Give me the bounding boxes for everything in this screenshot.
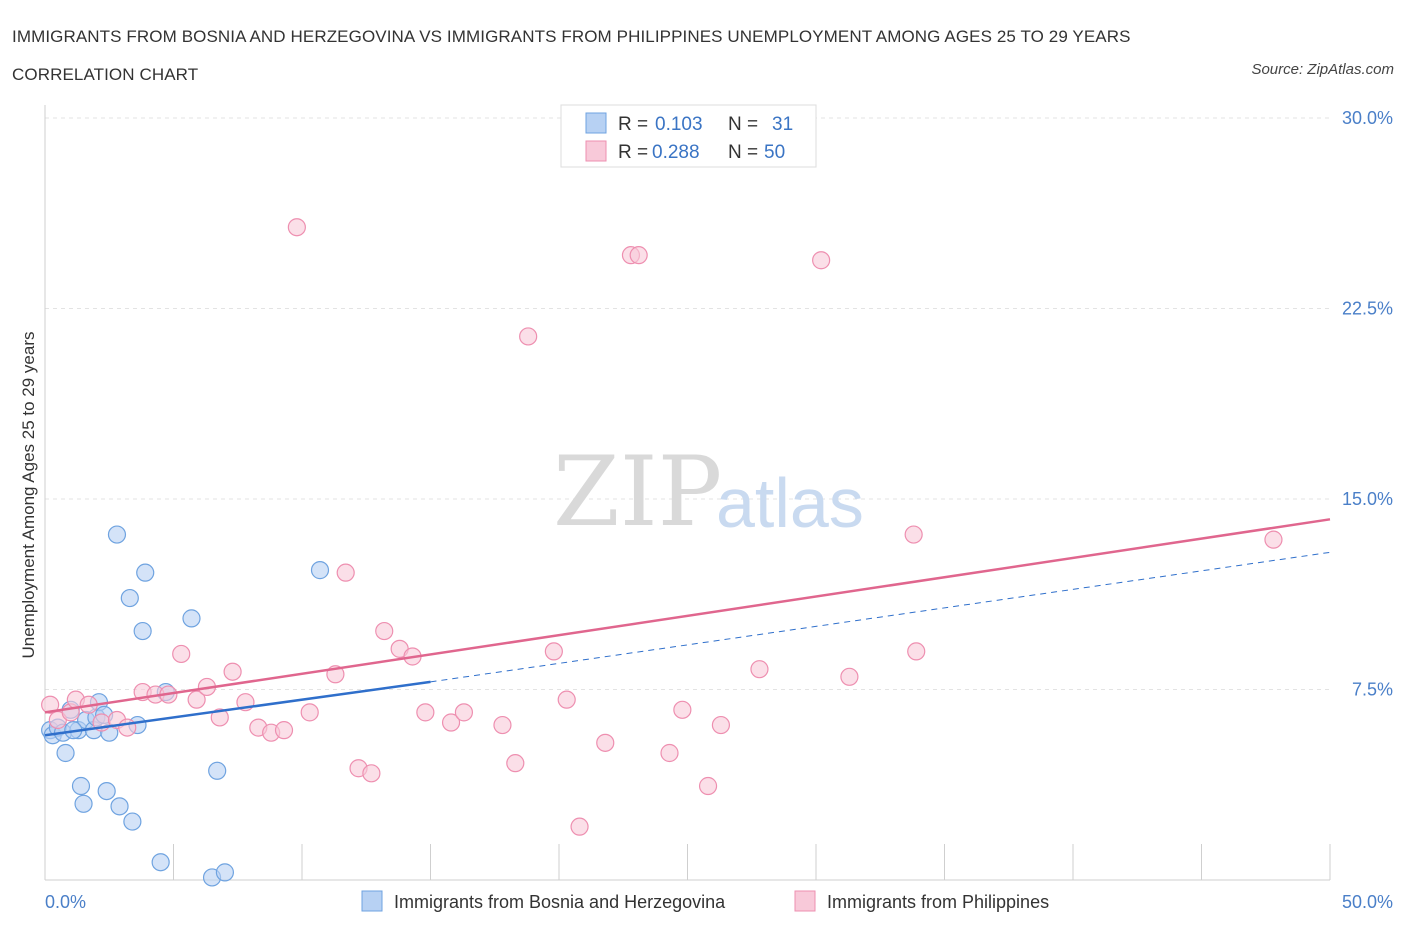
y-tick-label: 15.0%: [1342, 489, 1393, 509]
data-point: [544, 642, 563, 661]
legend-swatch-bosnia: [585, 112, 607, 134]
data-point: [698, 776, 718, 796]
data-point: [493, 715, 512, 735]
data-point: [287, 218, 306, 237]
data-point: [629, 246, 648, 265]
data-point: [673, 700, 692, 719]
legend-r-label-2: R =: [618, 142, 648, 163]
series-legend: Immigrants from Bosnia and Herzegovina I…: [361, 890, 1049, 912]
y-axis-label: Unemployment Among Ages 25 to 29 years: [19, 332, 38, 659]
y-tick-label: 7.5%: [1352, 680, 1393, 700]
trend-line: [44, 680, 431, 737]
data-point: [660, 743, 679, 763]
trend-line: [44, 518, 1331, 714]
legend-r-value-1: 0.103: [655, 114, 703, 135]
legend-n-label-2: N =: [728, 142, 758, 163]
data-point: [110, 797, 129, 816]
legend-n-label-1: N =: [728, 114, 758, 135]
source-label: Source: ZipAtlas.com: [1251, 61, 1394, 78]
bottom-legend-swatch-philippines: [794, 890, 816, 912]
data-point: [210, 708, 229, 727]
trend-lines: [44, 518, 1331, 737]
y-tick-label: 22.5%: [1342, 299, 1393, 319]
data-point: [56, 743, 75, 763]
legend-r-value-2: 0.288: [652, 142, 700, 163]
data-point: [362, 764, 381, 783]
data-point: [570, 817, 589, 836]
data-point: [123, 812, 142, 831]
data-point: [215, 863, 234, 882]
data-point: [97, 781, 116, 801]
data-points: [41, 218, 1283, 887]
bottom-legend-label-philippines: Immigrants from Philippines: [827, 892, 1049, 912]
data-point: [310, 561, 330, 580]
data-point: [711, 715, 731, 735]
data-point: [840, 667, 859, 686]
legend-r-label-1: R =: [618, 114, 648, 135]
data-point: [519, 327, 538, 346]
x-tick-label: 50.0%: [1342, 892, 1393, 912]
data-point: [375, 621, 394, 641]
data-point: [907, 642, 926, 661]
data-point: [557, 690, 576, 709]
watermark-atlas: atlas: [716, 464, 864, 542]
tick-labels: 7.5% 15.0% 22.5% 30.0% 0.0% 50.0%: [45, 108, 1393, 912]
data-point: [151, 853, 170, 872]
data-point: [300, 703, 319, 722]
trend-line-dashed: [430, 551, 1331, 683]
data-point: [136, 563, 155, 582]
data-point: [506, 754, 525, 773]
correlation-legend: R = 0.103 N = 31 R = 0.288 N = 50: [560, 104, 817, 168]
data-point: [441, 713, 461, 732]
legend-n-value-1: 31: [772, 114, 793, 135]
grid-lines: [45, 117, 1330, 690]
data-point: [454, 703, 474, 722]
watermark: ZIP atlas: [553, 436, 864, 548]
data-point: [187, 690, 206, 709]
bottom-legend-label-bosnia: Immigrants from Bosnia and Herzegovina: [394, 892, 726, 912]
y-tick-label: 30.0%: [1342, 108, 1393, 128]
data-point: [133, 621, 152, 641]
data-point: [336, 563, 355, 582]
data-point: [904, 525, 923, 544]
data-point: [120, 588, 139, 608]
data-point: [41, 695, 60, 714]
data-point: [107, 525, 127, 544]
data-point: [223, 662, 242, 681]
watermark-zip: ZIP: [553, 436, 722, 548]
data-point: [750, 660, 769, 679]
chart-title: IMMIGRANTS FROM BOSNIA AND HERZEGOVINA V…: [12, 27, 1131, 84]
x-tick-label: 0.0%: [45, 892, 86, 912]
bottom-legend-swatch-bosnia: [361, 890, 383, 912]
data-point: [118, 718, 137, 737]
data-point: [596, 733, 615, 752]
data-point: [74, 794, 93, 813]
data-point: [416, 703, 435, 722]
data-point: [172, 644, 191, 664]
data-point: [1264, 530, 1283, 549]
legend-swatch-philippines: [585, 140, 607, 162]
data-point: [812, 251, 831, 270]
data-point: [208, 761, 227, 780]
data-point: [274, 721, 294, 740]
legend-n-value-2: 50: [764, 142, 785, 163]
data-point: [182, 609, 201, 628]
axes: [44, 105, 1331, 881]
data-point: [71, 776, 91, 796]
